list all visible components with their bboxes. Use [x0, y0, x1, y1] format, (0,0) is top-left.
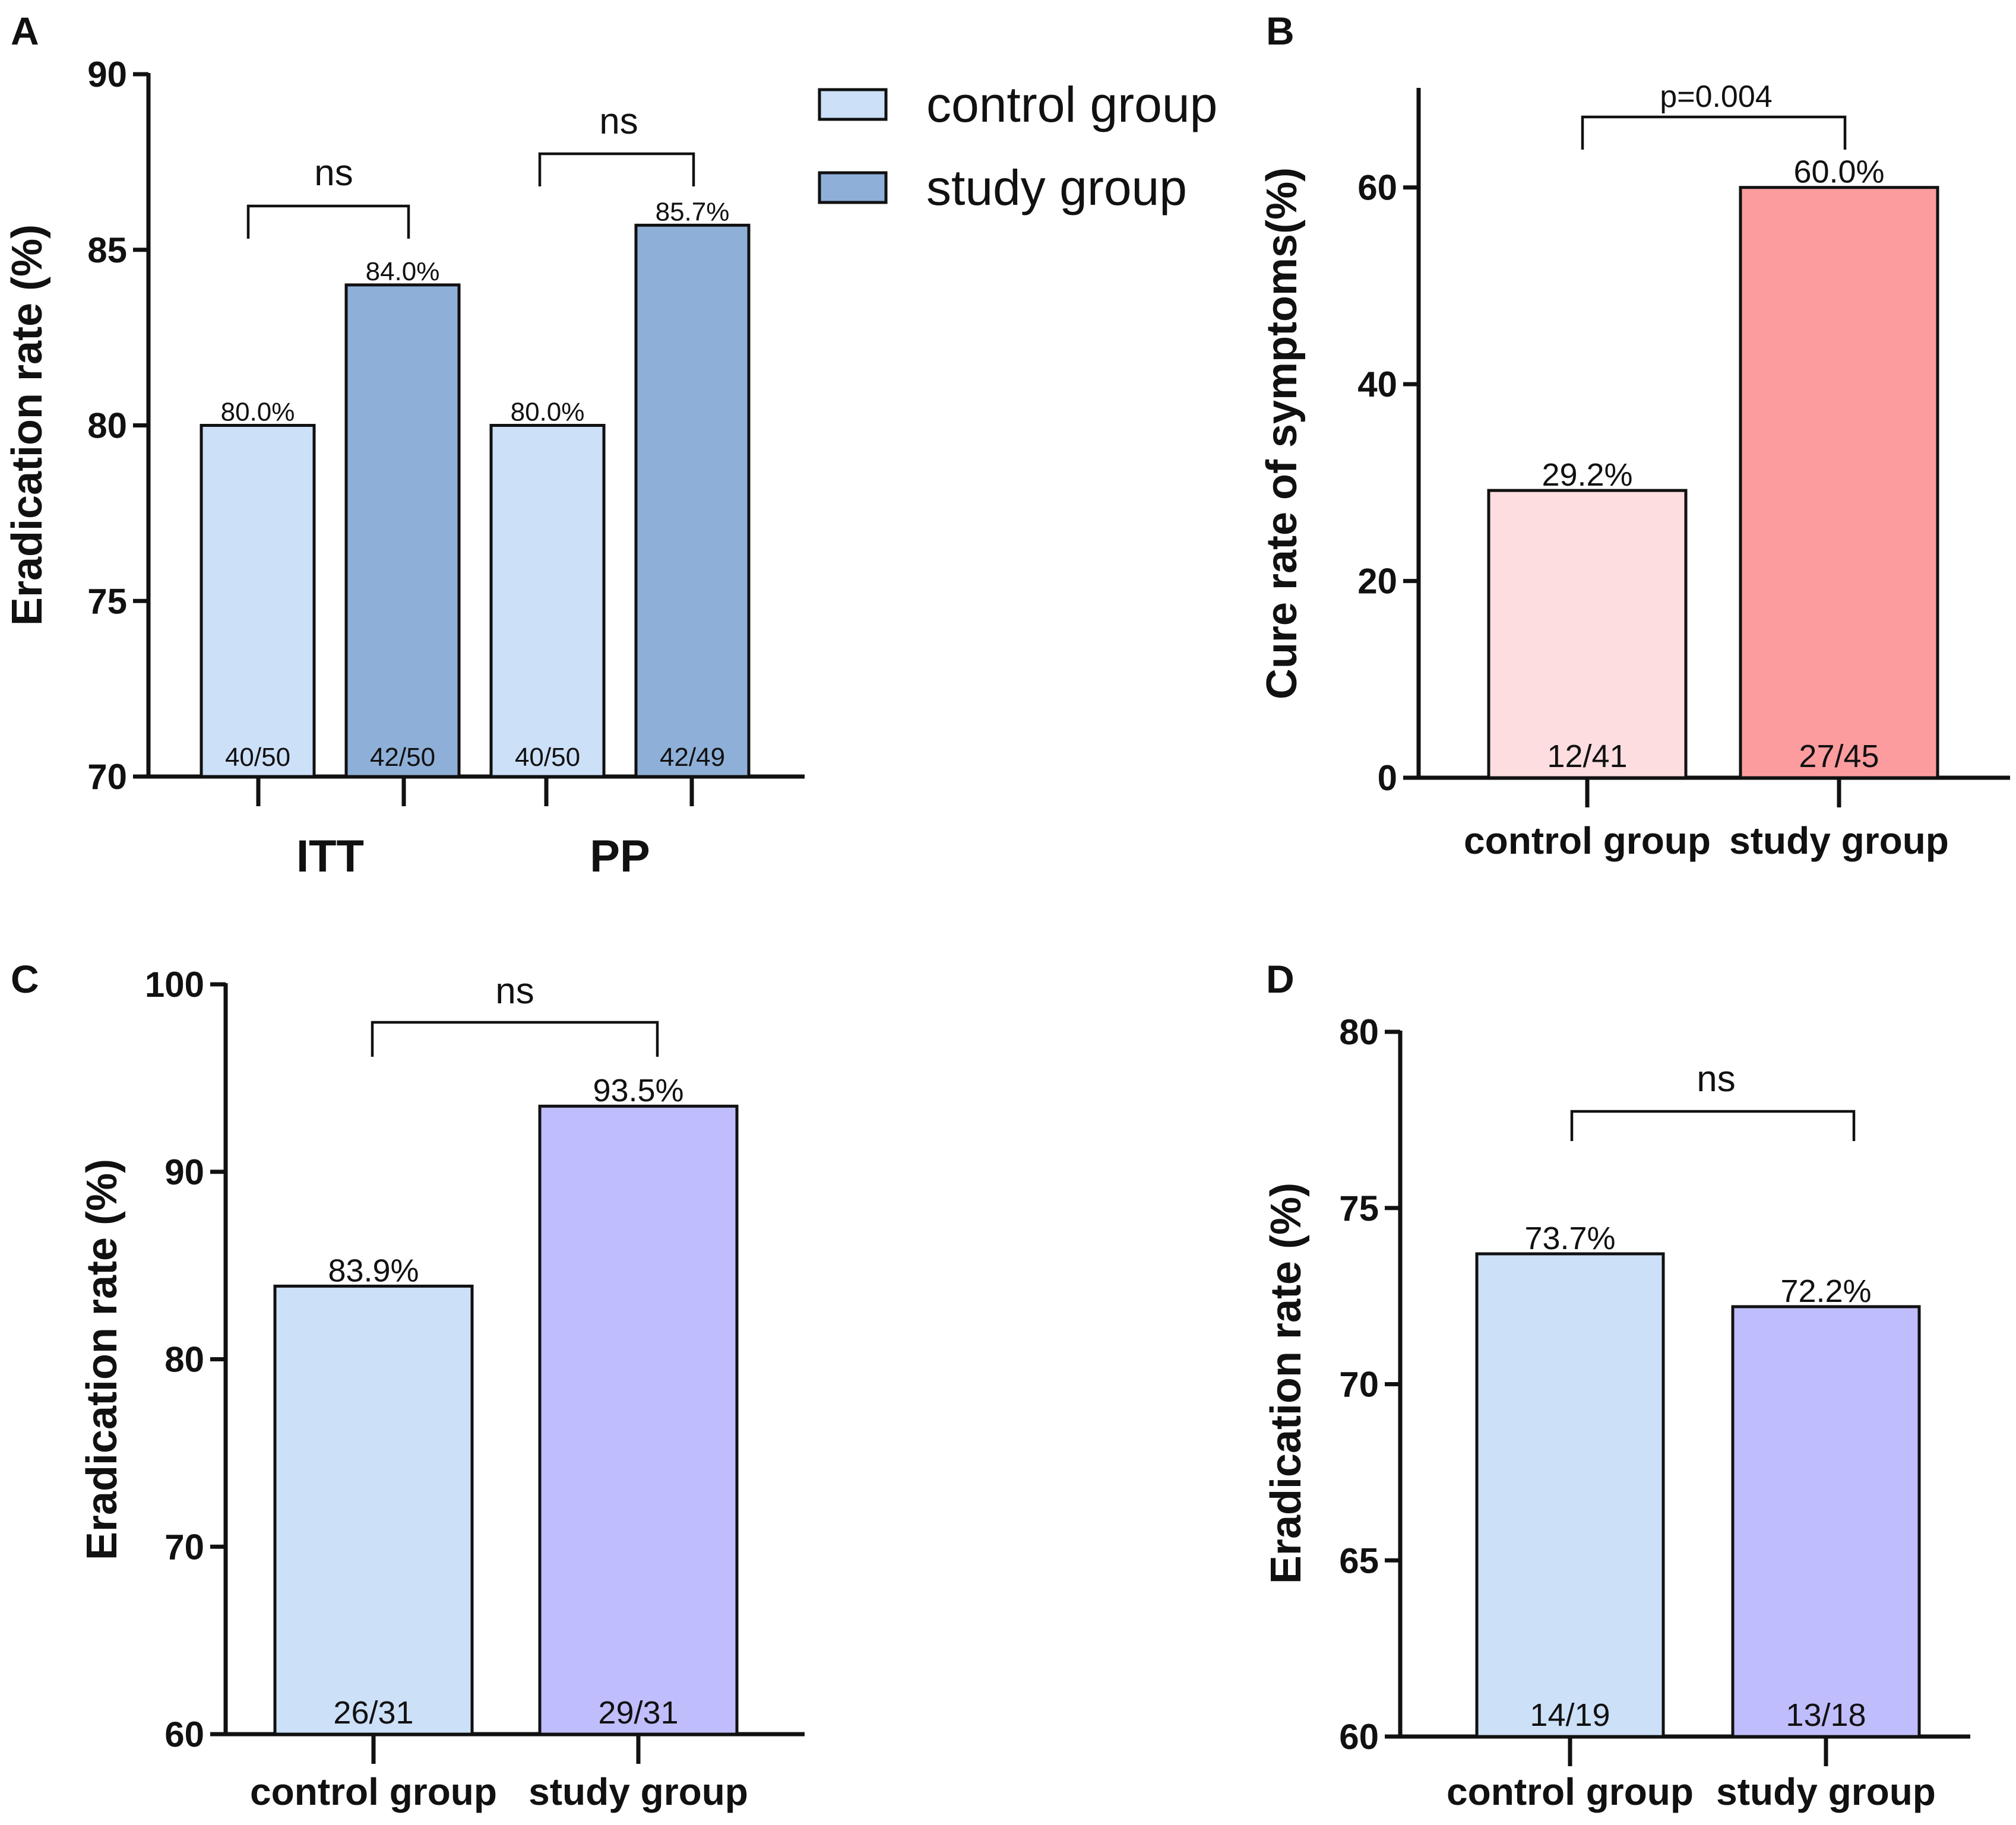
panel-b-y-tick-label: 60 — [1357, 168, 1397, 208]
panel-b: B 0 20 40 60 Cure rate of symptoms(%) 29.2% 12… — [1258, 9, 2010, 862]
panel-c-x-category-label: control group — [250, 1770, 497, 1813]
panel-d-x-category-label: study group — [1716, 1770, 1936, 1813]
panel-d-letter: D — [1266, 957, 1295, 1001]
panel-c-y-tick-label: 80 — [164, 1340, 204, 1380]
panel-a-pp-study-group-bar — [634, 223, 751, 778]
panel-b-y-tick-label: 20 — [1357, 562, 1397, 601]
panel-d-x-category-label: control group — [1447, 1770, 1694, 1813]
panel-d-significance-bracket — [1570, 1110, 1856, 1141]
panel-b-control-group-bar — [1487, 489, 1688, 780]
panel-a-itt-study-group-value-label: 84.0% — [366, 257, 440, 286]
panel-c-y-tick-label: 100 — [145, 965, 204, 1005]
panel-b-x-category-label: study group — [1729, 819, 1949, 862]
panel-a-y-axis-title: Eradication rate (%) — [4, 224, 51, 626]
panel-a-x-category-label: ITT — [296, 831, 364, 882]
panel-a-itt-control-group-count-label: 40/50 — [225, 743, 290, 772]
panel-b-x-category-label: control group — [1464, 819, 1711, 862]
panel-a-pp-control-group-count-label: 40/50 — [515, 743, 580, 772]
panel-c-x-category-label: study group — [528, 1770, 748, 1813]
panel-d-y-tick-label: 70 — [1339, 1365, 1379, 1405]
panel-b-significance-label: p=0.004 — [1660, 80, 1772, 114]
panel-b-y-axis-title: Cure rate of symptoms(%) — [1258, 167, 1306, 699]
panel-c-control-group-bar — [273, 1284, 474, 1736]
panel-b-y-tick-label: 0 — [1378, 758, 1397, 798]
panel-d-y-tick-label: 75 — [1339, 1189, 1379, 1228]
panel-a-itt-study-group-bar — [344, 283, 461, 778]
panel-c-study-group-bar — [538, 1104, 739, 1736]
panel-b-letter: B — [1266, 9, 1295, 53]
panel-a-itt-control-group-bar — [200, 424, 316, 778]
panel-a-y-tick-label: 80 — [87, 406, 127, 446]
panel-a-x-category-label: PP — [590, 831, 650, 882]
panel-c-letter: C — [11, 957, 39, 1001]
panel-d-y-tick-label: 80 — [1339, 1012, 1379, 1052]
panel-a-pp-study-group-value-label: 85.7% — [656, 197, 730, 226]
panel-a-y-tick-label: 85 — [87, 230, 127, 270]
panel-d: D 60 65 70 75 80 Eradication rate (%) 73.7% 14/… — [1262, 957, 1970, 1813]
panel-a-pp-study-group-count-label: 42/49 — [660, 743, 725, 772]
panel-c-study-group-count-label: 29/31 — [598, 1695, 678, 1731]
panel-d-y-tick-label: 65 — [1339, 1541, 1379, 1580]
panel-d-control-group-count-label: 14/19 — [1530, 1697, 1610, 1733]
panel-c-significance-bracket — [371, 1021, 659, 1057]
panel-a-y-tick-label: 90 — [87, 55, 127, 94]
panel-a-itt-control-group-value-label: 80.0% — [221, 398, 295, 427]
panel-d-study-group-bar — [1731, 1305, 1921, 1738]
panel-d-control-group-bar — [1475, 1252, 1665, 1738]
panel-d-y-axis-title: Eradication rate (%) — [1262, 1183, 1310, 1584]
panel-d-y-tick-label: 60 — [1339, 1717, 1379, 1757]
panel-a-y-tick-label: 70 — [87, 757, 127, 797]
panel-c: C 60 70 80 90 100 Eradication rate (%) 83.9% 26… — [11, 957, 805, 1813]
panel-a-significance-bracket — [538, 152, 695, 186]
panel-c-y-tick-label: 90 — [164, 1152, 204, 1192]
panel-b-study-group-value-label: 60.0% — [1793, 154, 1884, 190]
panel-c-y-tick-label: 70 — [164, 1527, 204, 1567]
panel-a-pp-control-group-value-label: 80.0% — [511, 398, 585, 427]
panel-c-control-group-count-label: 26/31 — [333, 1695, 413, 1731]
panel-a-letter: A — [11, 9, 39, 53]
panel-a-significance-label: ns — [314, 153, 353, 194]
panel-b-study-group-count-label: 27/45 — [1799, 739, 1879, 774]
panel-c-significance-label: ns — [495, 971, 534, 1012]
panel-d-study-group-count-label: 13/18 — [1786, 1697, 1866, 1733]
panel-a: A 70 75 80 85 90 Eradication rate (%) 80.0% 40/… — [4, 9, 1217, 882]
panel-d-significance-label: ns — [1697, 1059, 1735, 1100]
panel-a-legend-swatch-study-group — [818, 171, 888, 204]
panel-a-y-tick-label: 75 — [87, 581, 127, 621]
panel-a-legend-label-study-group: study group — [926, 160, 1187, 216]
panel-a-legend-swatch-control-group — [818, 88, 888, 121]
panel-b-control-group-value-label: 29.2% — [1542, 457, 1632, 493]
panel-a-significance-bracket — [246, 204, 410, 239]
panel-c-y-tick-label: 60 — [164, 1715, 204, 1754]
panel-d-control-group-value-label: 73.7% — [1524, 1221, 1615, 1256]
panel-a-legend-label-control-group: control group — [926, 77, 1217, 132]
panel-c-study-group-value-label: 93.5% — [593, 1073, 683, 1108]
panel-b-y-tick-label: 40 — [1357, 365, 1397, 404]
panel-b-control-group-count-label: 12/41 — [1547, 739, 1627, 774]
panel-b-significance-bracket — [1581, 115, 1847, 150]
panel-b-study-group-bar — [1739, 186, 1939, 780]
panel-c-y-axis-title: Eradication rate (%) — [78, 1159, 126, 1560]
panel-d-study-group-value-label: 72.2% — [1780, 1273, 1871, 1309]
panel-a-itt-study-group-count-label: 42/50 — [370, 743, 435, 772]
panel-c-control-group-value-label: 83.9% — [328, 1253, 419, 1288]
panel-a-pp-control-group-bar — [489, 424, 606, 778]
panel-a-significance-label: ns — [599, 101, 638, 142]
